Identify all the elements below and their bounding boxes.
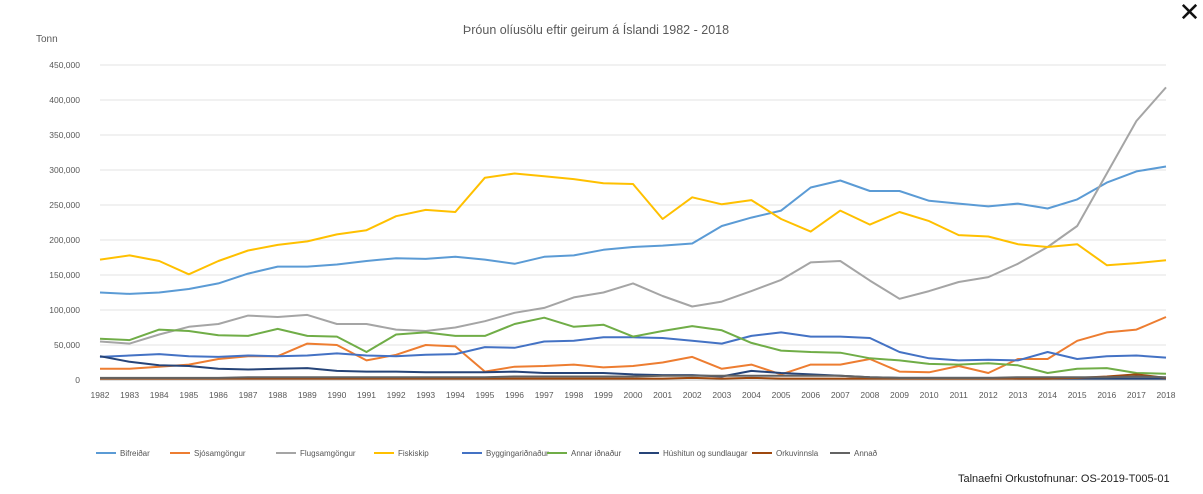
- x-tick-label: 2010: [920, 390, 939, 400]
- legend-label: Annað: [854, 449, 878, 458]
- source-note: Talnaefni Orkustofnunar: OS-2019-T005-01: [958, 473, 1170, 485]
- x-tick-label: 1987: [239, 390, 258, 400]
- x-tick-label: 1982: [91, 390, 110, 400]
- x-tick-labels: 1982 1983 1984 1985 1986 1987 1988 1989 1990 1991…: [91, 390, 1176, 400]
- x-tick-label: 1984: [150, 390, 169, 400]
- legend-item: Bifreiðar: [96, 447, 150, 461]
- legend-swatch: [547, 451, 567, 454]
- legend-swatch: [830, 451, 850, 454]
- legend-label: Sjósamgöngur: [194, 449, 246, 458]
- y-tick-label: 300,000: [49, 165, 80, 175]
- y-tick-label: 250,000: [49, 200, 80, 210]
- chart-title: Þróun olíusölu eftir geirum á Íslandi 19…: [463, 22, 729, 37]
- x-tick-label: 1994: [446, 390, 465, 400]
- y-axis-label: Tonn: [36, 34, 58, 45]
- legend-swatch: [462, 451, 482, 454]
- series-lines: [99, 86, 1167, 380]
- legend-label: Orkuvinnsla: [776, 449, 819, 458]
- x-tick-label: 2001: [653, 390, 672, 400]
- series-line-4: [99, 172, 1167, 276]
- x-tick-label: 2002: [683, 390, 702, 400]
- y-tick-label: 100,000: [49, 305, 80, 315]
- x-tick-label: 1991: [357, 390, 376, 400]
- legend-label: Annar iðnaður: [571, 449, 622, 458]
- x-tick-label: 1983: [120, 390, 139, 400]
- legend-swatch: [639, 451, 659, 454]
- x-tick-label: 2017: [1127, 390, 1146, 400]
- legend-item: Byggingariðnaður: [462, 447, 549, 461]
- legend-label: Byggingariðnaður: [486, 449, 549, 458]
- legend-item: Orkuvinnsla: [752, 447, 818, 461]
- gridlines: [100, 64, 1166, 381]
- legend-item: Sjósamgöngur: [170, 447, 246, 461]
- legend-swatch: [96, 451, 116, 454]
- legend-label: Fiskiskip: [398, 449, 429, 458]
- x-tick-label: 2013: [1008, 390, 1027, 400]
- x-tick-label: 1996: [505, 390, 524, 400]
- legend-swatch: [170, 451, 190, 454]
- y-tick-labels: 0 50,000 100,000 150,000 200,000 250,000 300,0…: [49, 60, 80, 385]
- series-line-2: [100, 316, 1167, 376]
- legend-label: Húshitun og sundlaugar: [663, 449, 748, 458]
- x-tick-label: 2007: [831, 390, 850, 400]
- y-tick-label: 0: [75, 375, 80, 385]
- x-tick-label: 1993: [416, 390, 435, 400]
- legend-label: Flugsamgöngur: [300, 449, 356, 458]
- close-button[interactable]: ✕: [1178, 0, 1201, 28]
- y-tick-label: 150,000: [49, 270, 80, 280]
- y-tick-label: 200,000: [49, 235, 80, 245]
- series-line-1: [99, 165, 1167, 295]
- x-tick-label: 1999: [594, 390, 613, 400]
- x-tick-label: 2015: [1068, 390, 1087, 400]
- x-tick-label: 2014: [1038, 390, 1057, 400]
- x-tick-label: 1990: [327, 390, 346, 400]
- x-tick-label: 2003: [712, 390, 731, 400]
- x-tick-label: 2006: [801, 390, 820, 400]
- x-tick-label: 1992: [387, 390, 406, 400]
- x-tick-label: 1998: [564, 390, 583, 400]
- legend-swatch: [276, 451, 296, 454]
- x-tick-label: 2011: [950, 390, 969, 400]
- legend-item: Húshitun og sundlaugar: [639, 447, 748, 461]
- x-tick-label: 2000: [624, 390, 643, 400]
- y-tick-label: 400,000: [49, 95, 80, 105]
- series-line-6: [99, 316, 1167, 375]
- legend-item: Fiskiskip: [374, 447, 429, 461]
- legend-label: Bifreiðar: [120, 449, 150, 458]
- legend-swatch: [374, 451, 394, 454]
- x-tick-label: 2009: [890, 390, 909, 400]
- x-tick-label: 1985: [179, 390, 198, 400]
- legend-item: Annar iðnaður: [547, 447, 621, 461]
- x-tick-label: 2004: [742, 390, 761, 400]
- y-tick-label: 350,000: [49, 130, 80, 140]
- x-tick-label: 1989: [298, 390, 317, 400]
- x-tick-label: 1997: [535, 390, 554, 400]
- series-line-3: [99, 86, 1167, 345]
- x-tick-label: 1995: [475, 390, 494, 400]
- y-tick-label: 50,000: [54, 340, 80, 350]
- x-tick-label: 2018: [1157, 390, 1176, 400]
- legend-item: Annað: [830, 447, 877, 461]
- legend-swatch: [752, 451, 772, 454]
- x-tick-label: 1986: [209, 390, 228, 400]
- y-tick-label: 450,000: [49, 60, 80, 70]
- x-tick-label: 1988: [268, 390, 287, 400]
- series-line-9: [100, 374, 1167, 379]
- x-tick-label: 2008: [860, 390, 879, 400]
- legend-item: Flugsamgöngur: [276, 447, 356, 461]
- x-tick-label: 2016: [1097, 390, 1116, 400]
- x-tick-label: 2012: [979, 390, 998, 400]
- x-tick-label: 2005: [772, 390, 791, 400]
